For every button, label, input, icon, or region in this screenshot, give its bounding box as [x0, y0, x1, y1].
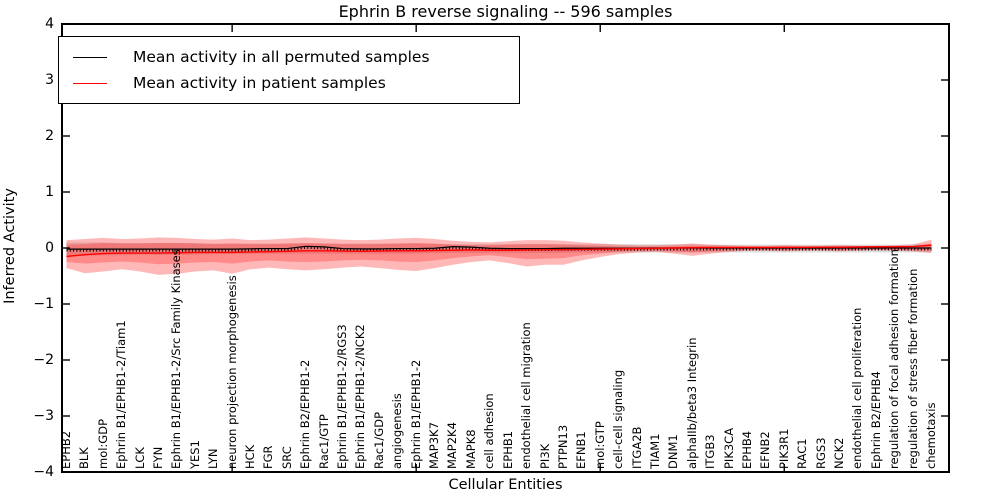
band-patient-samples-outer-band: [66, 237, 932, 275]
x-tick-label: MAP3K7: [427, 422, 442, 469]
x-tick-label: Ephrin B1/EPHB1-2/Tiam1: [114, 320, 129, 469]
legend-line-icon-patient: [73, 82, 107, 84]
x-tick-label: YES1: [187, 440, 202, 469]
x-tick-label: PIK3CA: [721, 427, 736, 469]
legend-entry-permuted: Mean activity in all permuted samples: [73, 44, 513, 70]
x-tick-label: endothelial cell proliferation: [850, 307, 865, 469]
x-tick-label: FGR: [261, 445, 276, 469]
y-tick-label: −1: [33, 296, 54, 312]
x-tick-label: EFNB2: [758, 431, 773, 469]
x-tick-label: Ephrin B1/EPHB1-2/Src Family Kinases: [169, 249, 184, 469]
x-tick-label: HCK: [243, 444, 258, 469]
y-tick-label: 1: [45, 184, 54, 200]
x-tick-label: cell-cell signaling: [611, 369, 626, 469]
x-tick-label: PIK3R1: [776, 428, 791, 470]
x-tick-label: ITGA2B: [629, 426, 644, 469]
y-tick-label: 2: [45, 128, 54, 144]
x-tick-label: neuron projection morphogenesis: [224, 275, 239, 469]
x-tick-label: PI3K: [537, 443, 552, 469]
y-tick-label: 0: [45, 240, 54, 256]
x-tick-label: alphaIIb/beta3 Integrin: [684, 337, 699, 469]
x-tick-label: LCK: [132, 447, 147, 469]
y-tick-label: 3: [45, 72, 54, 88]
y-tick-label: −3: [33, 408, 54, 424]
legend-label-patient: Mean activity in patient samples: [133, 74, 386, 92]
x-tick-label: BLK: [77, 447, 92, 469]
x-tick-label: regulation of stress fiber formation: [905, 268, 920, 469]
x-tick-label: TIAM1: [647, 433, 662, 469]
x-tick-label: EPHB2: [59, 430, 73, 469]
x-tick-label: regulation of focal adhesion formation: [887, 249, 902, 469]
x-tick-label: Rac1/GDP: [371, 411, 386, 469]
x-tick-label: SRC: [279, 446, 294, 469]
x-tick-label: EPHB4: [739, 430, 754, 469]
x-tick-label: NCK2: [831, 437, 846, 470]
x-axis-label: Cellular Entities: [448, 477, 563, 493]
x-tick-label: EPHB1: [500, 430, 515, 469]
x-tick-label: Ephrin B1/EPHB1-2/NCK2: [353, 324, 368, 469]
x-tick-label: Ephrin B2/EPHB1-2: [298, 359, 313, 469]
x-tick-label: ITGB3: [703, 434, 718, 469]
x-tick-label: Ephrin B2/EPHB4: [868, 371, 883, 469]
x-tick-label: RGS3: [813, 437, 828, 469]
x-tick-label: chemotaxis: [924, 402, 938, 469]
x-tick-label: Rac1/GTP: [316, 414, 331, 469]
x-tick-label: endothelial cell migration: [519, 322, 534, 469]
x-tick-label: MAPK8: [463, 429, 478, 469]
x-tick-label: PTPN13: [555, 424, 570, 469]
legend-label-permuted: Mean activity in all permuted samples: [133, 48, 430, 66]
line-patient-mean: [66, 244, 932, 258]
x-tick-label: mol:GTP: [592, 421, 607, 469]
y-tick-label: 4: [45, 16, 54, 32]
x-tick-label: angiogenesis: [390, 393, 405, 469]
x-tick-label: Ephrin B1/EPHB1-2: [408, 359, 423, 469]
x-tick-label: Ephrin B1/EPHB1-2/RGS3: [335, 324, 350, 469]
legend-entry-patient: Mean activity in patient samples: [73, 70, 513, 96]
x-tick-label: RAC1: [795, 438, 810, 469]
x-tick-label: DNM1: [666, 434, 681, 469]
x-tick-label: EFNB1: [574, 431, 589, 469]
y-tick-label: −2: [33, 352, 54, 368]
x-tick-label: mol:GDP: [95, 418, 110, 469]
x-tick-label: MAP2K4: [445, 422, 460, 469]
legend-line-icon-permuted: [73, 56, 107, 58]
x-tick-label: LYN: [206, 448, 221, 469]
x-tick-label: FYN: [151, 446, 166, 469]
x-tick-label: cell adhesion: [482, 393, 497, 469]
chart-title: Ephrin B reverse signaling -- 596 sample…: [338, 2, 673, 21]
y-tick-label: −4: [33, 464, 54, 480]
legend: Mean activity in all permuted samples Me…: [58, 36, 520, 104]
